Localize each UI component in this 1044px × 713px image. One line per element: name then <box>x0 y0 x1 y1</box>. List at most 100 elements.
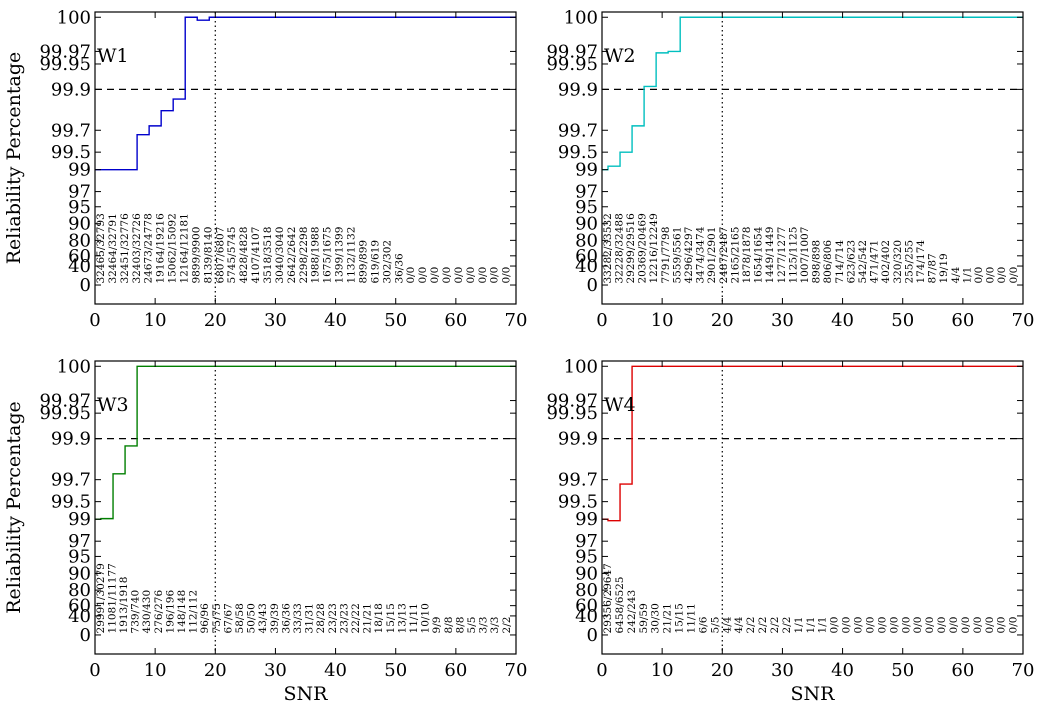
count-label: 1277/1277 <box>776 227 788 284</box>
y-tick-label: 99 <box>575 509 598 530</box>
y-tick-label: 99.9 <box>558 429 598 450</box>
count-label: 3040/3040 <box>274 227 286 284</box>
y-tick-label: 99 <box>68 509 91 530</box>
y-tick-label: 97 <box>575 182 598 203</box>
x-tick-label: 50 <box>891 310 914 331</box>
count-label: 11081/11177 <box>106 563 118 633</box>
y-tick-label: 40 <box>575 256 598 277</box>
y-tick-label: 90 <box>575 563 598 584</box>
y-tick-label: 99.95 <box>39 54 91 75</box>
y-tick-label: 99.97 <box>39 41 91 62</box>
x-tick-label: 30 <box>264 660 287 681</box>
count-label: 174/174 <box>915 240 927 284</box>
y-tick-label: 99.7 <box>558 470 598 491</box>
y-tick-label: 99 <box>68 160 91 181</box>
count-label: 18/18 <box>373 603 385 633</box>
count-label: 0/0 <box>429 267 441 284</box>
y-tick-label: 95 <box>68 197 91 218</box>
count-label: 8139/8140 <box>202 227 214 284</box>
x-tick-label: 10 <box>651 660 674 681</box>
y-tick-label: 90 <box>575 214 598 235</box>
count-label: 0/0 <box>984 617 996 634</box>
y-tick-label: 90 <box>68 214 91 235</box>
count-label: 23/23 <box>338 603 350 633</box>
count-label: 6807/6807 <box>214 227 226 284</box>
y-tick-label: 40 <box>575 606 598 627</box>
count-label: 0/0 <box>972 617 984 634</box>
count-label: 87/87 <box>927 253 939 283</box>
count-label: 196/196 <box>164 590 176 634</box>
y-tick-label: 100 <box>57 356 91 377</box>
count-label: 898/898 <box>811 240 823 284</box>
x-tick-label: 60 <box>444 660 467 681</box>
y-tick-label: 80 <box>575 580 598 601</box>
count-label: 0/0 <box>900 617 912 634</box>
count-label: 1125/1125 <box>787 227 799 284</box>
series-line <box>602 365 1023 522</box>
x-tick-label: 60 <box>444 310 467 331</box>
y-tick-label: 99.7 <box>51 120 91 141</box>
count-label: 15/15 <box>385 603 397 633</box>
series-line <box>95 16 516 171</box>
y-tick-label: 99.9 <box>51 429 91 450</box>
count-label: 1449/1449 <box>764 227 776 284</box>
count-label: 0/0 <box>1008 267 1020 284</box>
count-label: 5/5 <box>709 617 721 634</box>
axes-frame <box>94 360 517 655</box>
x-tick-label: 20 <box>711 660 734 681</box>
y-tick-label: 99.95 <box>546 403 598 424</box>
count-label: 8/8 <box>454 617 466 634</box>
y-tick-label: 99.95 <box>39 403 91 424</box>
y-tick-label: 99.97 <box>546 391 598 412</box>
count-label: 43/43 <box>257 603 269 633</box>
count-label: 29299/29516 <box>625 213 637 284</box>
y-tick-label: 100 <box>57 7 91 28</box>
count-label: 39/39 <box>269 603 281 633</box>
y-axis-title: Reliability Percentage <box>3 401 25 614</box>
count-label: 0/0 <box>985 267 997 284</box>
x-tick-label: 70 <box>1012 310 1035 331</box>
count-label: 96/96 <box>199 603 211 634</box>
count-label: 1/1 <box>961 267 973 284</box>
count-label: 276/276 <box>153 590 165 634</box>
x-tick-label: 0 <box>596 310 607 331</box>
count-label: 0/0 <box>829 617 841 634</box>
x-tick-label: 70 <box>1012 660 1035 681</box>
count-label: 739/740 <box>130 590 142 634</box>
y-tick-label: 60 <box>68 596 91 617</box>
count-label: 2165/2165 <box>729 227 741 284</box>
x-tick-label: 40 <box>324 310 347 331</box>
y-tick-label: 99.97 <box>39 391 91 412</box>
x-tick-label: 0 <box>89 310 100 331</box>
y-tick-label: 99 <box>575 160 598 181</box>
y-tick-label: 0 <box>80 275 91 296</box>
axes-frame <box>94 11 517 305</box>
count-label: 28/28 <box>315 603 327 633</box>
count-label: 0/0 <box>453 267 465 284</box>
count-label: 1007/1007 <box>799 227 811 284</box>
x-tick-label: 50 <box>384 660 407 681</box>
count-label: 1913/1918 <box>118 577 130 634</box>
x-axis-title: SNR <box>791 683 836 705</box>
y-tick-label: 40 <box>68 606 91 627</box>
y-tick-label: 99.5 <box>51 142 91 163</box>
y-tick-label: 97 <box>68 182 91 203</box>
y-tick-label: 95 <box>68 546 91 567</box>
count-label: 21/21 <box>362 603 374 633</box>
count-label: 11/11 <box>408 603 420 633</box>
x-tick-label: 40 <box>831 310 854 331</box>
panel-w1: 32465/32793 32464/32791 32451/32776 32403/3… <box>3 7 527 331</box>
count-label: 4/4 <box>950 266 962 283</box>
y-tick-label: 60 <box>575 246 598 267</box>
y-tick-label: 97 <box>575 531 598 552</box>
count-label: 471/471 <box>869 240 881 284</box>
panel-w4: 29356/29647 6458/6525 242/243 59/59 30/30 21/… <box>546 356 1034 705</box>
y-tick-label: 100 <box>564 356 598 377</box>
x-tick-label: 40 <box>324 660 347 681</box>
count-label: 302/302 <box>381 240 393 284</box>
y-tick-label: 0 <box>587 275 598 296</box>
count-label: 2487/2487 <box>718 227 730 284</box>
y-tick-label: 60 <box>575 596 598 617</box>
count-label: 0/0 <box>841 617 853 634</box>
